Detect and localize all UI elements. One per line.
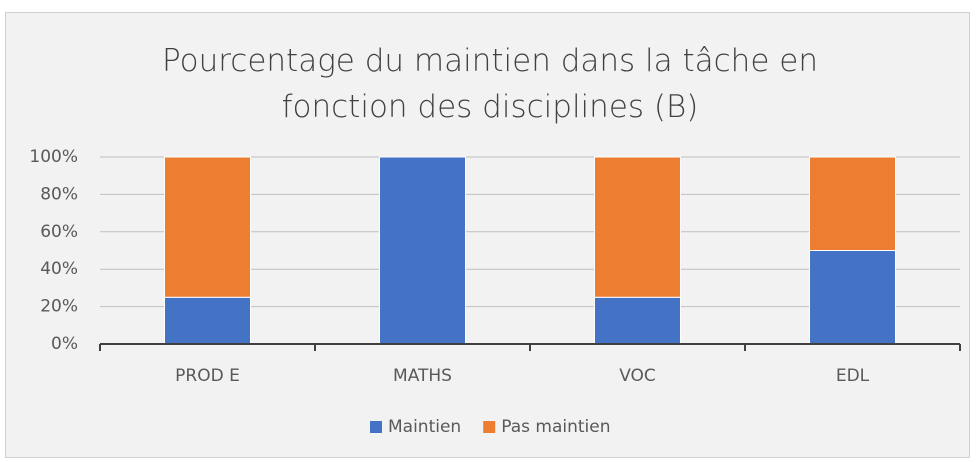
- bar-segment: [809, 156, 896, 251]
- legend-label: Maintien: [388, 417, 461, 437]
- x-tick-label: EDL: [836, 366, 870, 386]
- chart-title: Pourcentage du maintien dans la tâche en…: [162, 43, 818, 125]
- bar-segment: [164, 156, 251, 298]
- y-tick-label: 0%: [51, 334, 78, 354]
- y-tick-label: 20%: [40, 297, 78, 317]
- bar-segment: [379, 156, 466, 345]
- bar-segment: [164, 296, 251, 345]
- legend-swatch: [370, 421, 382, 433]
- x-tick-label: MATHS: [393, 366, 452, 386]
- bar-segment: [594, 296, 681, 345]
- legend-label: Pas maintien: [501, 417, 610, 437]
- x-tick-label: PROD E: [175, 366, 240, 386]
- x-tick-label: VOC: [619, 366, 656, 386]
- bar-segment: [594, 156, 681, 298]
- legend-swatch: [483, 421, 496, 433]
- y-tick-label: 40%: [40, 259, 78, 279]
- y-tick-label: 100%: [29, 147, 78, 167]
- y-tick-label: 60%: [40, 222, 78, 242]
- y-tick-label: 80%: [40, 184, 78, 204]
- bar-segment: [809, 250, 896, 345]
